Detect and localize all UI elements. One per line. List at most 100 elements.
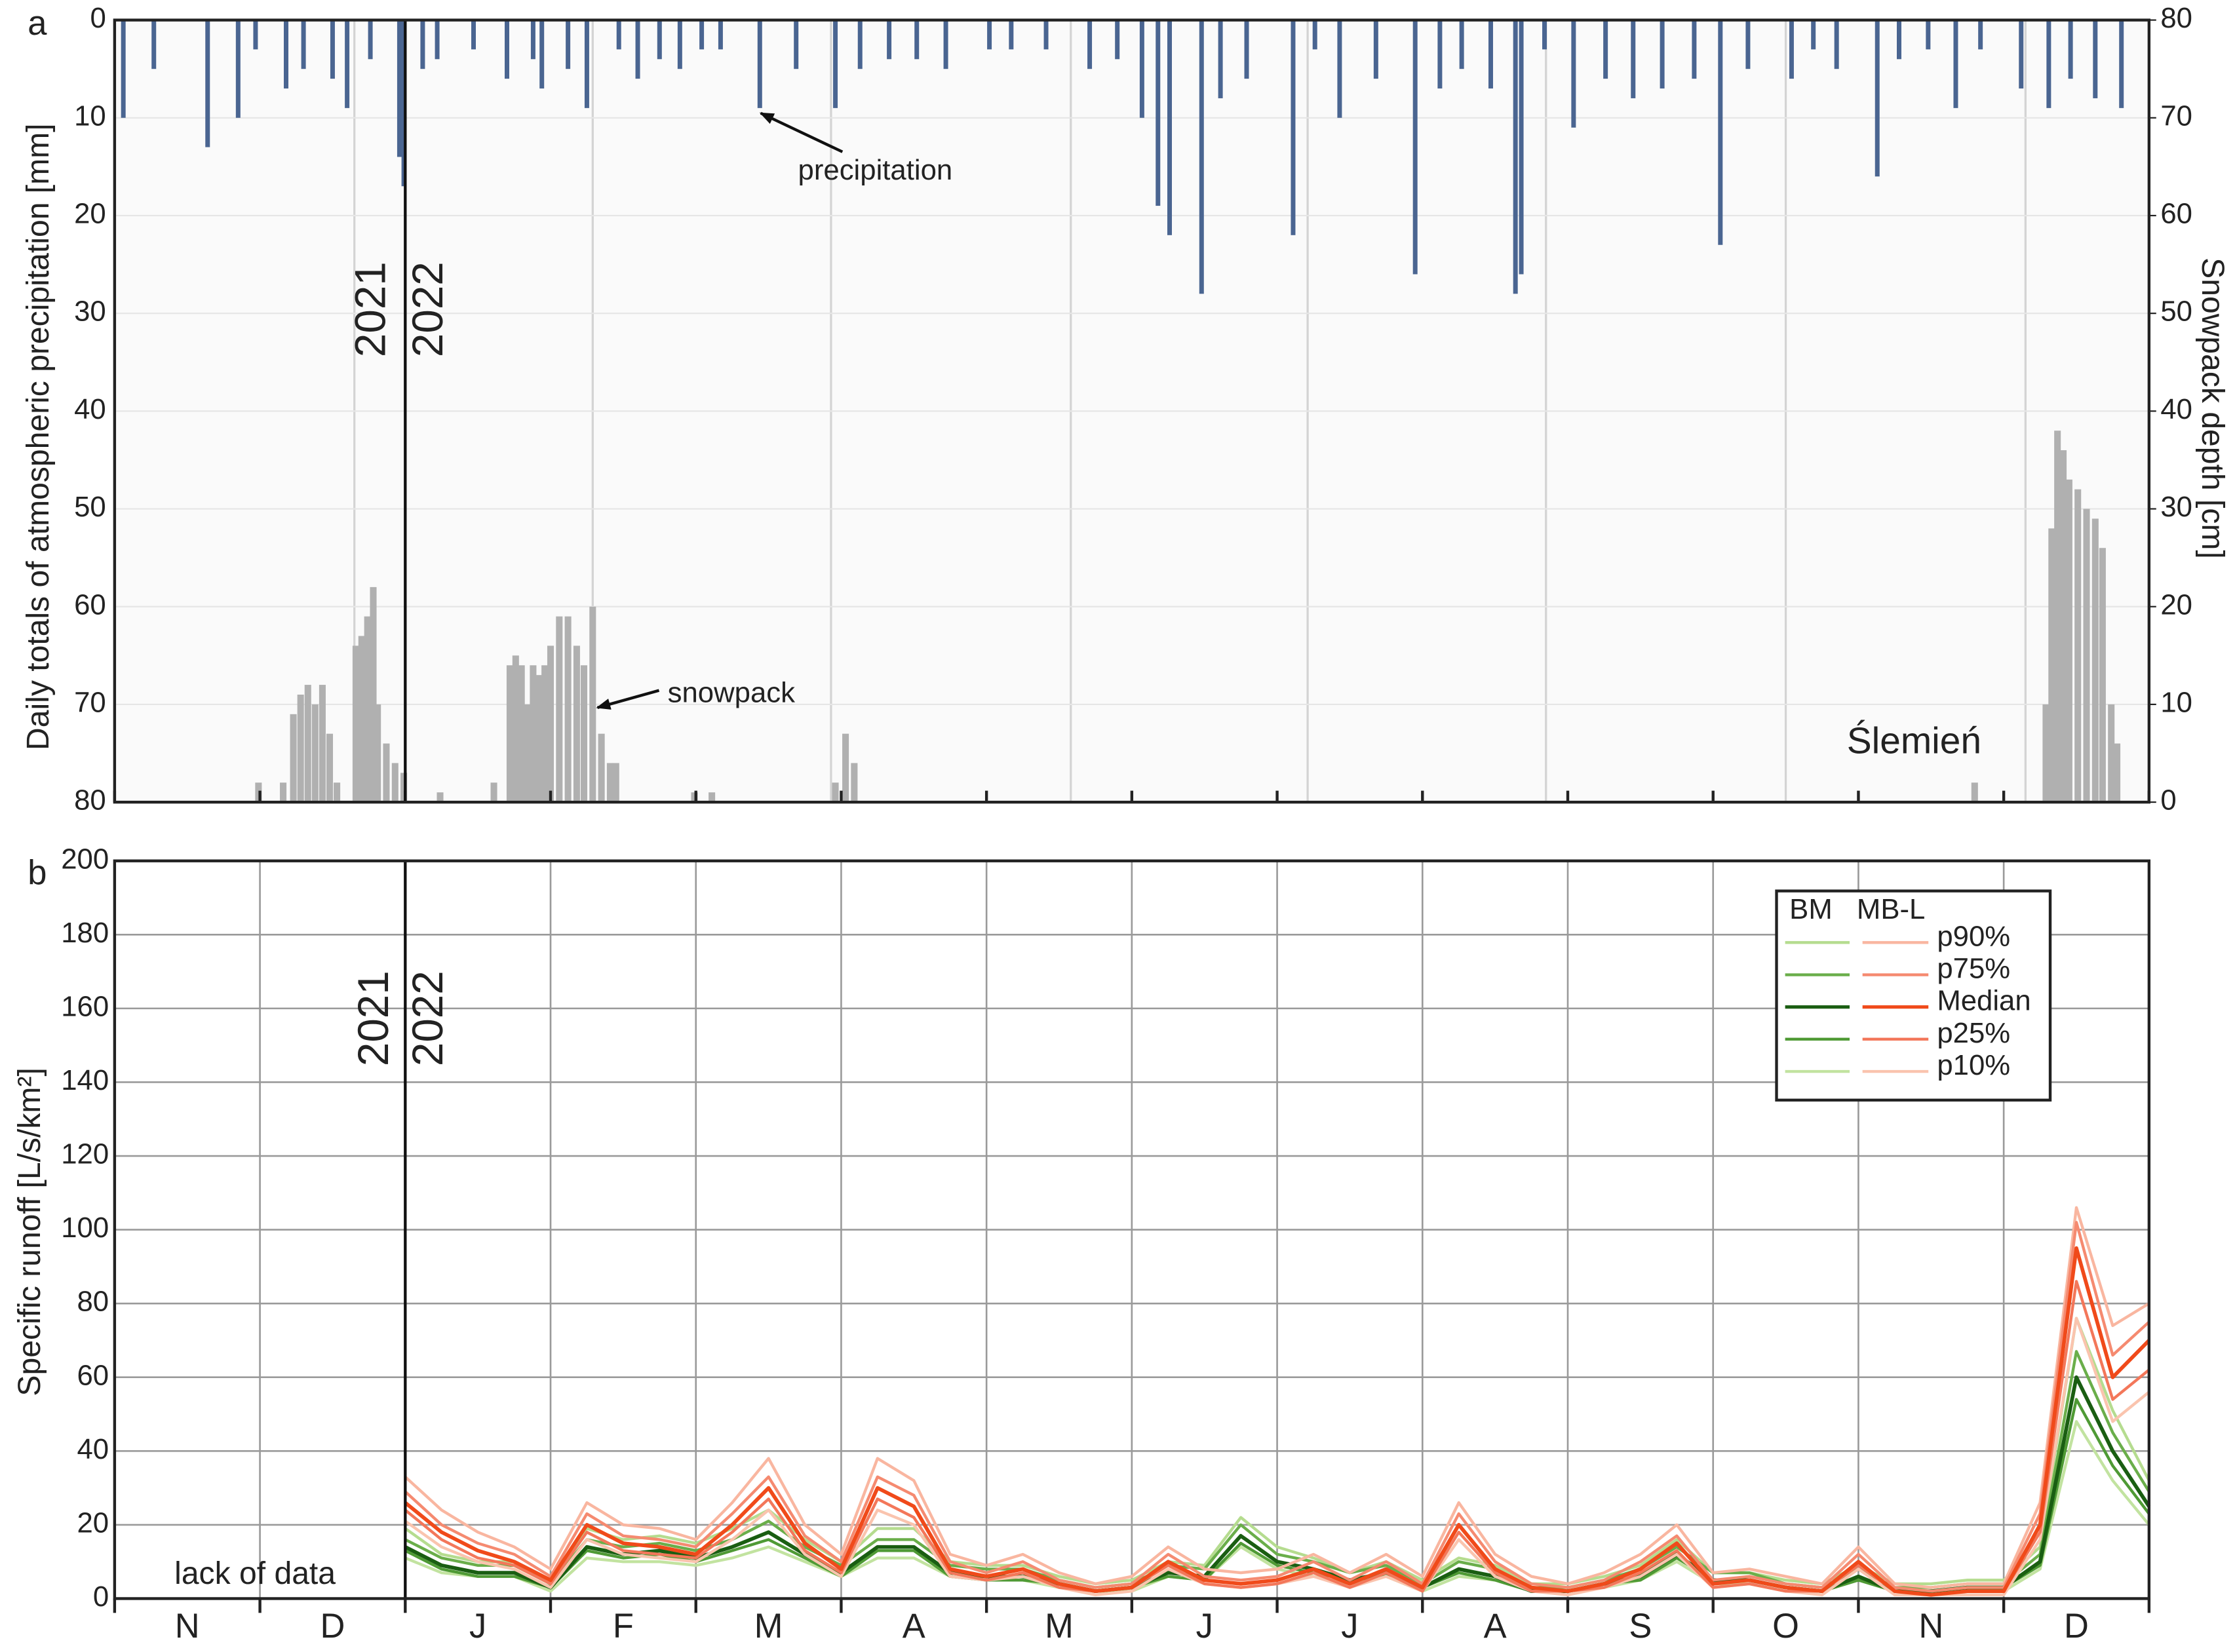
precipitation xyxy=(471,20,476,50)
precipitation xyxy=(301,20,306,69)
precipitation xyxy=(121,20,126,118)
precipitation xyxy=(1312,20,1317,50)
panel-label: b xyxy=(28,854,47,892)
y-tick-label: 20 xyxy=(77,1507,109,1539)
year-label: 2021 xyxy=(349,970,397,1066)
runoff-line xyxy=(404,1206,2150,1589)
snowpack xyxy=(2054,431,2061,803)
snowpack xyxy=(290,714,297,803)
precipitation xyxy=(435,20,440,60)
snowpack xyxy=(564,616,572,803)
y-tick-label: 40 xyxy=(77,1433,109,1465)
precipitation xyxy=(1718,20,1723,245)
precipitation xyxy=(1660,20,1665,89)
precipitation xyxy=(857,20,863,69)
x-tick-label: D xyxy=(320,1607,345,1645)
precipitation xyxy=(1571,20,1576,128)
x-tick-label: M xyxy=(1045,1607,1074,1645)
legend-label: p75% xyxy=(1937,952,2010,984)
x-tick-label: S xyxy=(1629,1607,1652,1645)
snowpack xyxy=(851,763,858,803)
precipitation xyxy=(1897,20,1901,60)
x-tick-label: J xyxy=(1196,1607,1213,1645)
y2-tick-label: 0 xyxy=(2160,784,2176,816)
snowpack xyxy=(524,704,531,803)
precipitation xyxy=(2119,20,2124,108)
legend-box xyxy=(1775,889,2052,1102)
snowpack xyxy=(358,636,365,803)
snowpack xyxy=(319,685,326,803)
precipitation xyxy=(2068,20,2073,79)
x-tick-label: N xyxy=(1918,1607,1943,1645)
precipitation xyxy=(2046,20,2051,108)
snowpack xyxy=(490,782,497,803)
precipitation xyxy=(1542,20,1547,50)
y2-tick-label: 40 xyxy=(2160,393,2192,425)
snowpack xyxy=(2074,489,2082,803)
precipitation xyxy=(887,20,892,60)
precipitation xyxy=(1488,20,1493,89)
precipitation xyxy=(1087,20,1093,69)
precipitation xyxy=(1337,20,1342,118)
legend-label: p10% xyxy=(1937,1049,2010,1081)
y-axis-label: Specific runoff [L/s/km²] xyxy=(12,1067,47,1396)
precipitation xyxy=(235,20,241,118)
snowpack xyxy=(2065,479,2072,803)
precipitation xyxy=(1199,20,1204,294)
note: lack of data xyxy=(174,1556,336,1591)
precipitation xyxy=(566,20,571,69)
year-label: 2021 xyxy=(347,261,395,357)
precipitation xyxy=(420,20,425,69)
precipitation xyxy=(1811,20,1816,50)
snowpack xyxy=(364,616,371,803)
snowpack xyxy=(709,792,716,803)
precipitation xyxy=(1926,20,1931,50)
legend-header: MB-L xyxy=(1857,893,1925,925)
legend-label: p90% xyxy=(1937,920,2010,952)
x-tick-label: M xyxy=(754,1607,783,1645)
panel-b: 0 20 40 60 80 100 120 140 160 180 200 N D J F M A M J J A S O N… xyxy=(12,843,2151,1645)
panel-label: a xyxy=(28,5,47,43)
y-tick-label: 180 xyxy=(61,917,109,949)
y2-axis-label: Snowpack depth [cm] xyxy=(2195,258,2230,559)
y-tick-label: 20 xyxy=(74,198,106,230)
year-label: 2022 xyxy=(404,261,452,357)
precipitation xyxy=(1513,20,1518,294)
snowpack xyxy=(530,665,537,803)
precipitation xyxy=(401,20,406,187)
runoff-line xyxy=(404,1246,2150,1597)
site-label: Ślemień xyxy=(1847,719,1981,761)
runoff-line xyxy=(404,1221,2150,1593)
snowpack xyxy=(589,606,596,803)
snowpack xyxy=(352,645,359,803)
precipitation xyxy=(1437,20,1443,89)
y-tick-label: 140 xyxy=(61,1064,109,1096)
precipitation xyxy=(2093,20,2098,98)
precipitation xyxy=(368,20,373,60)
snowpack xyxy=(573,645,580,803)
precipitation xyxy=(1291,20,1296,235)
snowpack xyxy=(400,773,408,803)
snowpack xyxy=(606,763,613,803)
precipitation xyxy=(151,20,157,69)
precipitation xyxy=(1692,20,1697,79)
y2-tick-label: 50 xyxy=(2160,296,2192,328)
snowpack xyxy=(2083,509,2090,803)
precipitation xyxy=(1043,20,1049,50)
precipitation xyxy=(1412,20,1418,275)
precipitation xyxy=(1156,20,1161,206)
snowpack xyxy=(280,782,287,803)
precipitation xyxy=(1789,20,1794,79)
snowpack xyxy=(842,733,849,803)
x-tick-label: D xyxy=(2064,1607,2089,1645)
y-tick-label: 120 xyxy=(61,1138,109,1170)
precipitation xyxy=(1875,20,1880,177)
snowpack xyxy=(334,782,341,803)
plot-frame xyxy=(113,859,2151,1600)
precipitation xyxy=(530,20,535,60)
precipitation xyxy=(1115,20,1120,60)
precipitation xyxy=(616,20,621,50)
precipitation xyxy=(657,20,662,60)
snowpack xyxy=(2048,528,2055,803)
